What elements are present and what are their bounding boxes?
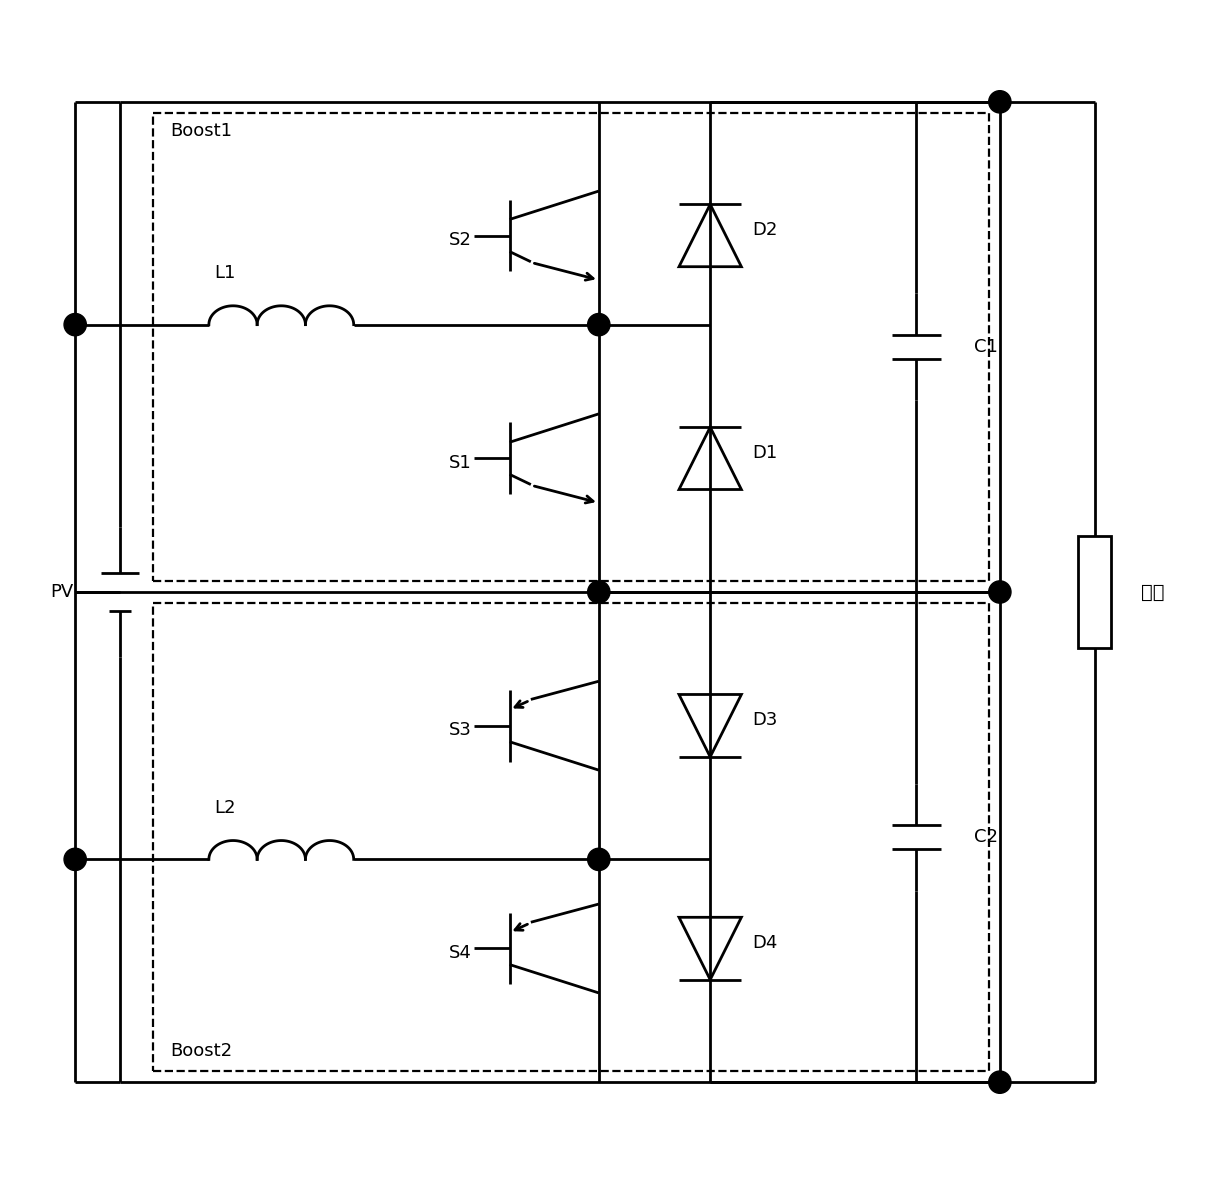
Text: C2: C2 — [974, 828, 998, 847]
Circle shape — [587, 314, 609, 336]
Text: S4: S4 — [448, 944, 471, 961]
Text: L2: L2 — [214, 799, 236, 817]
Text: L1: L1 — [214, 264, 236, 282]
Text: 负载: 负载 — [1141, 583, 1165, 601]
Bar — [1078, 536, 1112, 648]
Text: Boost2: Boost2 — [170, 1042, 231, 1060]
Text: D2: D2 — [752, 221, 778, 239]
Circle shape — [64, 314, 86, 336]
Text: Boost1: Boost1 — [170, 122, 231, 140]
Circle shape — [64, 848, 86, 870]
Text: D3: D3 — [752, 712, 778, 729]
Circle shape — [988, 91, 1011, 112]
Circle shape — [587, 848, 609, 870]
Text: D1: D1 — [752, 444, 778, 462]
Circle shape — [988, 1072, 1011, 1093]
Text: S1: S1 — [449, 453, 471, 471]
Circle shape — [988, 581, 1011, 603]
Text: S3: S3 — [448, 721, 471, 739]
Text: S2: S2 — [448, 231, 471, 249]
Circle shape — [587, 581, 609, 603]
Text: PV: PV — [50, 583, 74, 601]
Text: C1: C1 — [974, 337, 998, 356]
Text: D4: D4 — [752, 934, 778, 952]
